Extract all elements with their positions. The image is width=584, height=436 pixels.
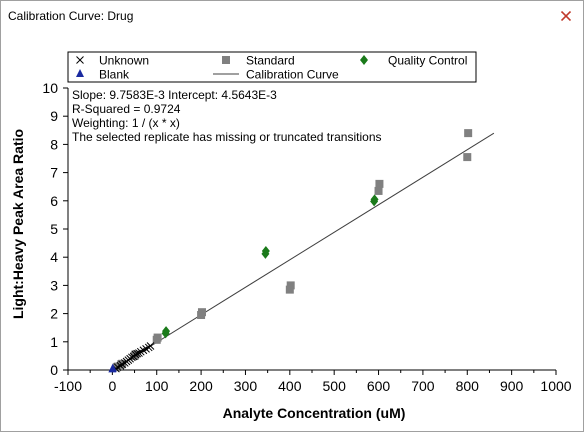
- calibration-chart[interactable]: -100 0 100 200 300 400 500 600 700 800 900 10000123…: [1, 32, 583, 431]
- legend-label-quality-control: Quality Control: [388, 54, 467, 68]
- annotation-line: The selected replicate has missing or tr…: [72, 130, 382, 144]
- window-title: Calibration Curve: Drug: [8, 9, 134, 23]
- standard-point: [285, 285, 294, 294]
- legend: Unknown Standard Quality Control Blank Calib…: [67, 51, 477, 83]
- legend-x-icon: [76, 56, 84, 64]
- x-tick-label: 300: [234, 378, 258, 394]
- x-tick-label: 1000: [540, 378, 571, 394]
- y-axis-title: Light:Heavy Peak Area Ratio: [10, 129, 26, 319]
- x-tick-label: 500: [323, 378, 347, 394]
- chart-container: -100 0 100 200 300 400 500 600 700 800 900 1000 0 1 2 3…: [1, 32, 583, 431]
- title-bar[interactable]: Calibration Curve: Drug: [1, 1, 583, 31]
- y-tick-label: 2: [50, 306, 58, 322]
- x-tick-label: -100: [54, 378, 82, 394]
- y-tick-label: 0: [50, 362, 58, 378]
- standard-point: [463, 153, 472, 162]
- calibration-curve: [112, 132, 495, 371]
- data-points: [108, 129, 473, 373]
- standard-point: [464, 129, 473, 138]
- blank-point: [108, 363, 117, 372]
- y-tick-label: 1: [50, 334, 58, 350]
- y-tick-label: 10: [42, 80, 58, 96]
- x-tick-label: 400: [278, 378, 302, 394]
- y-tick-label: 5: [50, 221, 58, 237]
- standard-point: [197, 308, 206, 317]
- quality-control-point: [162, 326, 171, 337]
- x-tick-label: 600: [367, 378, 391, 394]
- y-tick-label: 3: [50, 277, 58, 293]
- legend-label-standard: Standard: [246, 54, 295, 68]
- annotation-line: R-Squared = 0.9724: [72, 102, 181, 116]
- unknown-point: [146, 342, 155, 350]
- close-icon: [561, 11, 571, 21]
- legend-label-unknown: Unknown: [99, 54, 149, 68]
- unknown-point: [133, 349, 142, 358]
- close-button[interactable]: [557, 7, 575, 25]
- unknown-point: [128, 353, 136, 362]
- x-tick-label: 100: [145, 378, 169, 394]
- legend-label-blank: Blank: [99, 68, 130, 82]
- x-tick-label: 700: [411, 378, 435, 394]
- x-axis-title: Analyte Concentration (uM): [223, 405, 406, 421]
- y-tick-label: 4: [50, 249, 58, 265]
- annotation-line: Weighting: 1 / (x * x): [72, 116, 180, 130]
- y-tick-label: 8: [50, 136, 58, 152]
- x-tick-label: 900: [500, 378, 524, 394]
- quality-control-point: [261, 245, 270, 256]
- x-tick-label: 200: [189, 378, 213, 394]
- legend-label-calibration-curve: Calibration Curve: [246, 68, 339, 82]
- y-tick-label: 7: [50, 165, 58, 181]
- annotation-line: Slope: 9.7583E-3 Intercept: 4.5643E-3: [72, 88, 277, 102]
- standard-point: [375, 179, 384, 188]
- legend-square-icon: [222, 56, 230, 64]
- axes: -100 0 100 200 300 400 500 600 700 800 900 10000123…: [10, 80, 572, 421]
- calibration-curve-line: [112, 132, 495, 371]
- legend-box: [67, 51, 477, 83]
- legend-triangle-icon: [76, 69, 84, 77]
- standard-point: [374, 186, 383, 195]
- legend-diamond-icon: [360, 55, 368, 65]
- x-tick-label: 800: [456, 378, 480, 394]
- quality-control-point: [370, 194, 379, 205]
- y-tick-label: 9: [50, 108, 58, 124]
- standard-point: [153, 333, 162, 342]
- standard-point: [286, 281, 295, 290]
- annotations: Slope: 9.7583E-3 Intercept: 4.5643E-3R-S…: [72, 88, 382, 144]
- y-tick-label: 6: [50, 193, 58, 209]
- x-tick-label: 0: [108, 378, 116, 394]
